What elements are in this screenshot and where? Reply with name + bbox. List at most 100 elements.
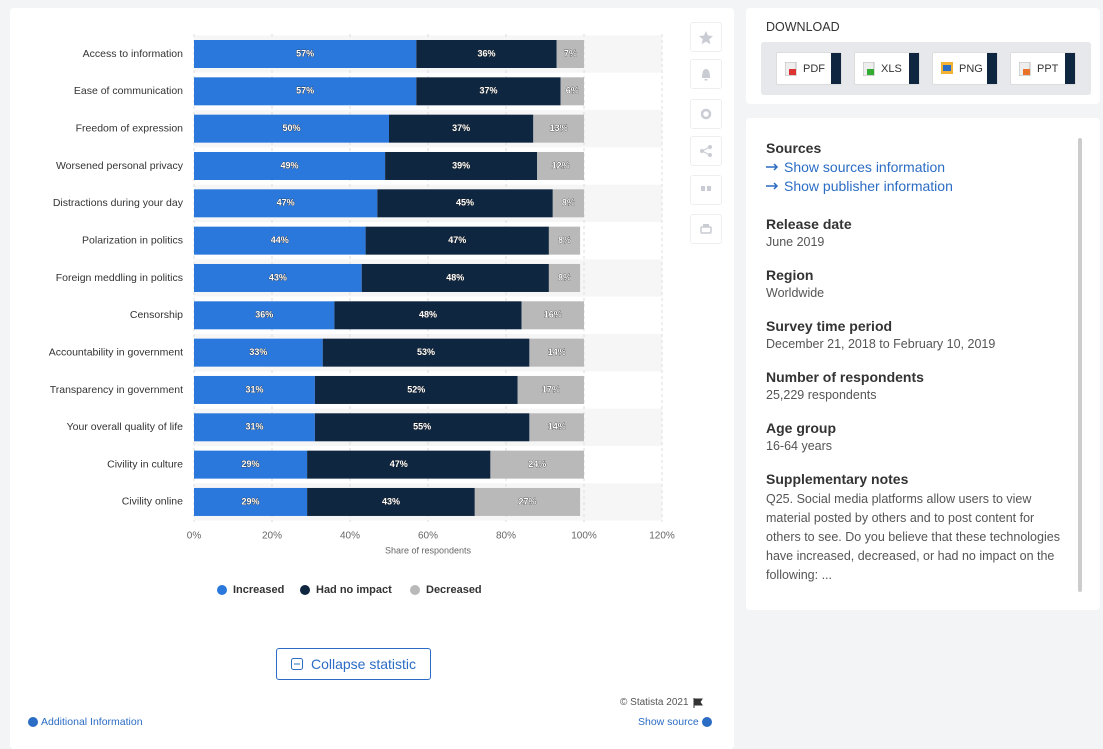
y-tick-label: Transparency in government [50,384,183,396]
notes-label: Supplementary notes [766,471,909,487]
y-tick-label: Ease of communication [74,85,183,97]
bar-segment [307,450,491,479]
bar-segment [377,189,553,218]
y-tick-label: Distractions during your day [53,197,184,209]
pdf-button[interactable]: PDF [776,52,842,85]
data-label: 6% [566,86,579,96]
download-card: DOWNLOAD PDF XLS PNG PPT [746,8,1100,104]
data-label: 48% [446,272,464,282]
data-label: 48% [419,310,437,320]
data-label: 7% [564,48,577,58]
bar-segment [194,263,362,292]
y-tick-label: Censorship [130,309,183,321]
data-label: 14% [548,422,566,432]
data-label: 45% [456,198,474,208]
y-tick-label: Your overall quality of life [67,421,184,433]
copyright: © Statista 2021 [620,697,705,708]
x-tick-label: 40% [340,531,360,542]
data-label: 47% [277,198,295,208]
notes: Supplementary notes Q25. Social media pla… [766,471,1066,602]
data-label: 44% [271,235,289,245]
collapse-button[interactable]: Collapse statistic [276,648,431,680]
share-icon [700,145,712,157]
print-icon [700,224,712,234]
data-label: 50% [282,123,300,133]
data-label: 8% [558,272,571,282]
bar-segment [334,301,522,330]
additional-info-text: Additional Information [41,716,143,728]
png-label: PNG [959,63,983,75]
y-tick-label: Civility online [122,496,183,508]
bar-segment [194,338,323,367]
data-label: 47% [448,235,466,245]
bar-segment [194,40,417,68]
bar-segment [194,189,378,218]
legend-marker [410,585,420,595]
data-label: 36% [477,48,495,58]
bar-segment [416,40,557,68]
data-label: 29% [242,459,260,469]
detail-value: June 2019 [766,235,825,249]
legend-label: Decreased [426,584,482,596]
bar-segment [314,375,518,404]
data-label: 55% [413,422,431,432]
bar-segment [548,263,581,292]
publisher-link[interactable]: Show publisher information [766,178,1066,194]
data-label: 24% [528,459,546,469]
y-tick-label: Foreign meddling in politics [56,272,183,284]
bar-segment [389,114,534,143]
alert-button[interactable] [690,59,722,89]
data-label: 31% [245,422,263,432]
additional-info-link[interactable]: Additional Information [28,716,143,728]
scrollbar[interactable] [1078,138,1082,592]
gear-icon [700,108,712,120]
xls-button[interactable]: XLS [854,52,920,85]
x-tick-label: 0% [187,531,202,542]
ppt-button[interactable]: PPT [1010,52,1076,85]
ppt-label: PPT [1037,63,1059,75]
sources: Sources Show sources information Show pu… [766,140,1066,194]
data-label: 31% [245,384,263,394]
bar-segment [194,413,315,442]
bar-segment [517,375,584,404]
y-tick-label: Worsened personal privacy [56,160,184,172]
download-title: DOWNLOAD [766,20,840,34]
bar-segment [194,487,308,516]
detail-item: Release date June 2019 [766,216,1066,249]
settings-button[interactable] [690,99,722,129]
sources-link[interactable]: Show sources information [766,159,1066,175]
info-icon [701,717,712,727]
detail-value: 16-64 years [766,439,833,453]
data-label: 37% [452,123,470,133]
x-axis-title: Share of respondents [385,545,472,555]
share-button[interactable] [690,136,722,166]
bar-segment [365,226,549,255]
data-label: 36% [255,310,273,320]
chart: Share of respondents 0% 20% 40% 60% 80% 100% 1… [49,34,675,596]
pdf-icon [785,62,797,76]
cite-button[interactable] [690,175,722,205]
y-tick-label: Polarization in politics [82,234,183,246]
legend-marker [300,585,310,595]
bar-segment [521,301,584,330]
show-source-link[interactable]: Show source [638,716,712,728]
data-label: 53% [417,347,435,357]
data-label: 12% [552,160,570,170]
data-label: 57% [296,86,314,96]
pdf-label: PDF [803,63,825,75]
quote-icon [701,186,711,191]
png-button[interactable]: PNG [932,52,998,85]
xls-icon [863,62,875,76]
favorite-button[interactable] [690,22,722,52]
detail-item: Region Worldwide [766,267,1066,300]
flag-icon [693,697,703,708]
data-label: 8% [558,235,571,245]
detail-value: December 21, 2018 to February 10, 2019 [766,337,996,351]
data-label: 17% [542,384,560,394]
data-label: 8% [562,198,575,208]
data-label: 47% [390,459,408,469]
data-label: 39% [452,160,470,170]
print-button[interactable] [690,214,722,244]
data-label: 29% [242,496,260,506]
data-label: 49% [281,160,299,170]
